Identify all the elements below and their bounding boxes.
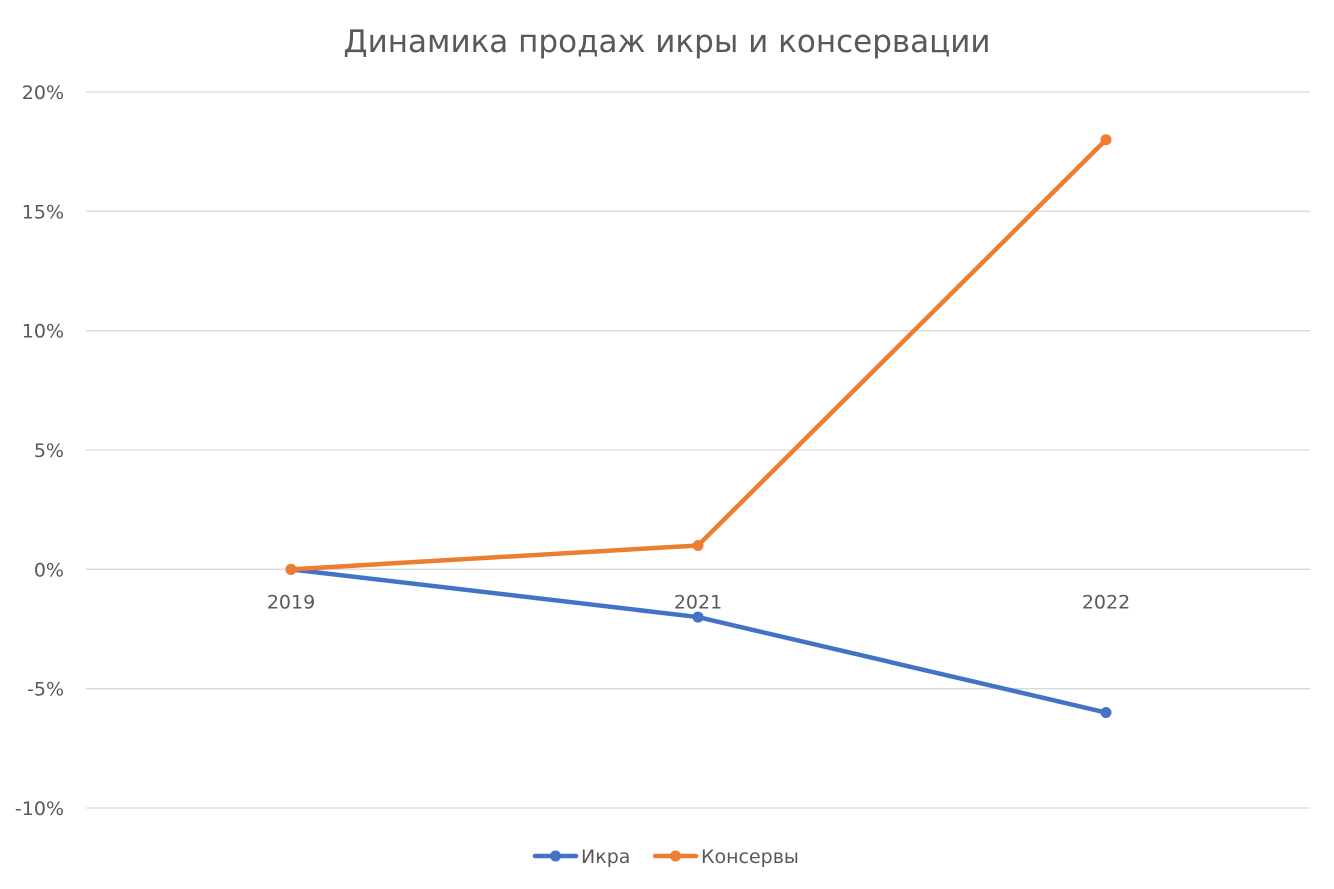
chart-title: Динамика продаж икры и консервации: [343, 24, 990, 60]
series-line-1: [288, 137, 1109, 572]
legend-label: Икра: [581, 846, 630, 868]
y-axis-tick-labels: 20% 15% 10% 5% 0% -5% -10%: [15, 82, 64, 820]
data-point: [1100, 134, 1112, 146]
x-tick-label: 2021: [674, 591, 722, 613]
y-tick-label: 5%: [34, 440, 64, 462]
y-tick-label: 15%: [22, 201, 64, 223]
legend: Икра Консервы: [532, 846, 799, 868]
legend-marker-1: [670, 850, 681, 862]
y-tick-label: 20%: [22, 82, 64, 104]
series-lines: [285, 134, 1112, 719]
data-point: [692, 611, 704, 623]
y-tick-label: -10%: [15, 798, 64, 820]
x-tick-label: 2019: [267, 591, 315, 613]
y-tick-label: -5%: [27, 679, 64, 701]
data-point: [285, 563, 297, 575]
data-point: [1100, 707, 1112, 719]
y-tick-label: 10%: [22, 321, 64, 343]
legend-marker-0: [550, 850, 561, 862]
y-tick-label: 0%: [34, 559, 64, 581]
x-tick-label: 2022: [1082, 591, 1130, 613]
legend-label: Консервы: [701, 846, 799, 868]
x-axis-tick-labels: 2019 2021 2022: [267, 591, 1130, 613]
data-point: [692, 539, 704, 551]
gridlines: [86, 91, 1310, 809]
